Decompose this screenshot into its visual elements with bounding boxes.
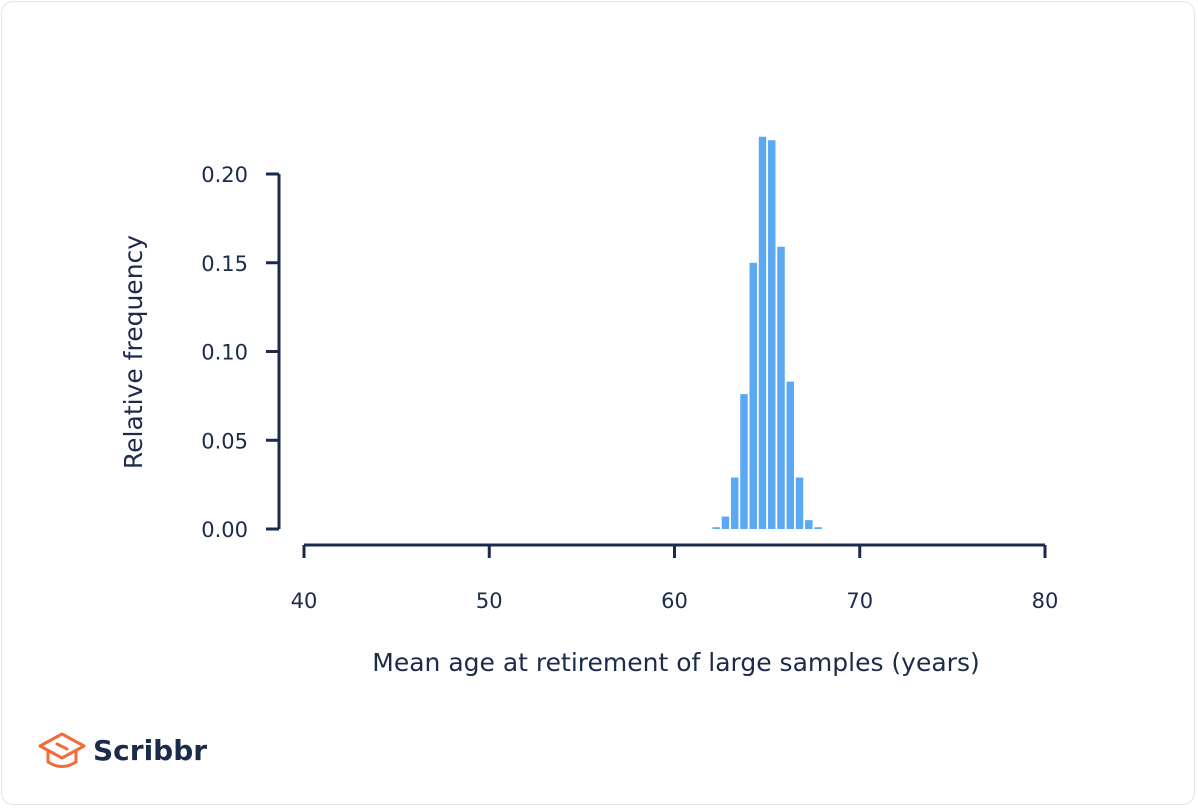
x-tick-label: 80 — [1032, 589, 1059, 613]
x-tick-label: 50 — [476, 589, 503, 613]
histogram-bar — [730, 477, 739, 529]
brand-name: Scribbr — [93, 734, 207, 767]
graduation-cap-icon — [38, 732, 86, 768]
histogram-bar — [749, 262, 757, 529]
y-tick-label: 0.05 — [201, 429, 248, 453]
x-tick-label: 40 — [291, 589, 318, 613]
histogram-bar — [814, 527, 822, 529]
histogram-bar — [768, 140, 776, 529]
histogram-bar — [740, 394, 748, 529]
x-tick-label: 60 — [661, 589, 688, 613]
y-tick-label: 0.20 — [201, 163, 248, 187]
bars-layer — [712, 136, 822, 529]
histogram-bar — [795, 477, 804, 529]
scribbr-logo: Scribbr — [38, 732, 207, 768]
x-axis-label: Mean age at retirement of large samples … — [372, 648, 979, 677]
histogram-bar — [786, 381, 795, 529]
y-tick-label: 0.00 — [201, 518, 248, 542]
x-tick-label: 70 — [846, 589, 873, 613]
histogram-bar — [805, 520, 813, 529]
y-axis: 0.00 0.05 0.10 0.15 0.20 — [201, 163, 281, 542]
x-axis: 40 50 60 70 80 — [291, 543, 1059, 613]
histogram-bar — [712, 527, 720, 529]
histogram-bar — [758, 136, 767, 529]
y-axis-label: Relative frequency — [119, 235, 148, 469]
y-tick-label: 0.15 — [201, 252, 248, 276]
histogram-bar — [777, 246, 785, 529]
y-tick-label: 0.10 — [201, 341, 248, 365]
histogram-bar — [721, 516, 730, 529]
